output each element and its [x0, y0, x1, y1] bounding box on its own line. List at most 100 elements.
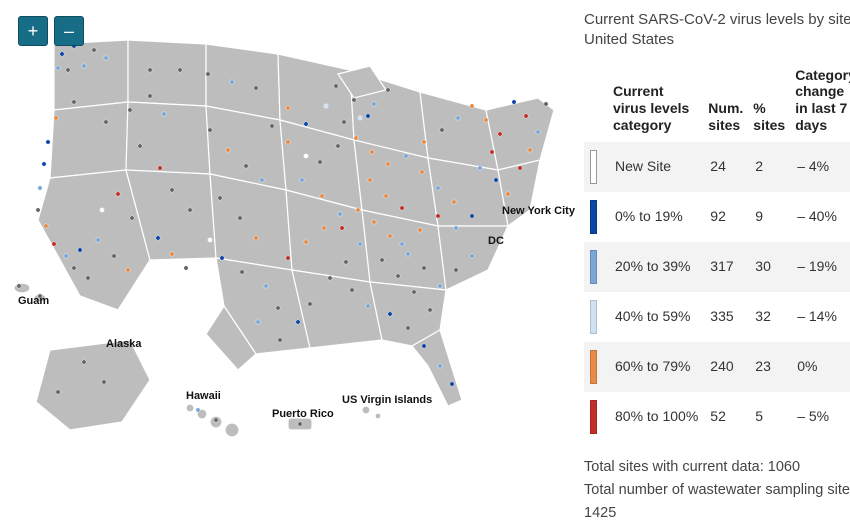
site-dot[interactable] — [286, 140, 290, 144]
site-dot[interactable] — [384, 194, 388, 198]
site-dot[interactable] — [412, 290, 416, 294]
site-dot[interactable] — [116, 192, 120, 196]
site-dot[interactable] — [470, 214, 474, 218]
site-dot[interactable] — [358, 242, 362, 246]
site-dot[interactable] — [484, 118, 488, 122]
site-dot[interactable] — [318, 160, 322, 164]
site-dot[interactable] — [340, 226, 344, 230]
site-dot[interactable] — [158, 166, 162, 170]
site-dot[interactable] — [344, 260, 348, 264]
site-dot[interactable] — [420, 170, 424, 174]
site-dot[interactable] — [400, 242, 404, 246]
site-dot[interactable] — [148, 94, 152, 98]
site-dot[interactable] — [354, 136, 358, 140]
site-dot[interactable] — [42, 162, 46, 166]
site-dot[interactable] — [196, 408, 200, 412]
site-dot[interactable] — [260, 178, 264, 182]
site-dot[interactable] — [304, 154, 308, 158]
site-dot[interactable] — [240, 270, 244, 274]
site-dot[interactable] — [78, 248, 82, 252]
site-dot[interactable] — [52, 242, 56, 246]
site-dot[interactable] — [254, 236, 258, 240]
site-dot[interactable] — [454, 268, 458, 272]
site-dot[interactable] — [320, 194, 324, 198]
site-dot[interactable] — [450, 382, 454, 386]
site-dot[interactable] — [278, 338, 282, 342]
site-dot[interactable] — [338, 212, 342, 216]
site-dot[interactable] — [422, 140, 426, 144]
site-dot[interactable] — [336, 144, 340, 148]
site-dot[interactable] — [512, 100, 516, 104]
site-dot[interactable] — [254, 86, 258, 90]
site-dot[interactable] — [44, 224, 48, 228]
site-dot[interactable] — [270, 124, 274, 128]
site-dot[interactable] — [72, 100, 76, 104]
site-dot[interactable] — [366, 114, 370, 118]
site-dot[interactable] — [206, 72, 210, 76]
site-dot[interactable] — [17, 284, 21, 288]
site-dot[interactable] — [388, 234, 392, 238]
site-dot[interactable] — [102, 380, 106, 384]
site-dot[interactable] — [156, 236, 160, 240]
site-dot[interactable] — [286, 106, 290, 110]
site-dot[interactable] — [112, 254, 116, 258]
site-dot[interactable] — [276, 306, 280, 310]
site-dot[interactable] — [220, 256, 224, 260]
site-dot[interactable] — [92, 48, 96, 52]
site-dot[interactable] — [82, 64, 86, 68]
site-dot[interactable] — [286, 256, 290, 260]
site-dot[interactable] — [86, 276, 90, 280]
site-dot[interactable] — [380, 258, 384, 262]
site-dot[interactable] — [506, 192, 510, 196]
site-dot[interactable] — [438, 364, 442, 368]
site-dot[interactable] — [366, 304, 370, 308]
site-dot[interactable] — [352, 98, 356, 102]
site-dot[interactable] — [396, 274, 400, 278]
site-dot[interactable] — [404, 154, 408, 158]
zoom-in-button[interactable]: + — [18, 16, 48, 46]
site-dot[interactable] — [422, 266, 426, 270]
site-dot[interactable] — [470, 104, 474, 108]
site-dot[interactable] — [372, 102, 376, 106]
site-dot[interactable] — [322, 226, 326, 230]
site-dot[interactable] — [494, 178, 498, 182]
site-dot[interactable] — [358, 116, 362, 120]
site-dot[interactable] — [264, 284, 268, 288]
site-dot[interactable] — [238, 216, 242, 220]
site-dot[interactable] — [72, 266, 76, 270]
site-dot[interactable] — [170, 252, 174, 256]
site-dot[interactable] — [490, 150, 494, 154]
site-dot[interactable] — [334, 84, 338, 88]
site-dot[interactable] — [184, 266, 188, 270]
site-dot[interactable] — [64, 254, 68, 258]
site-dot[interactable] — [56, 390, 60, 394]
site-dot[interactable] — [536, 130, 540, 134]
site-dot[interactable] — [350, 288, 354, 292]
site-dot[interactable] — [36, 208, 40, 212]
site-dot[interactable] — [128, 108, 132, 112]
site-dot[interactable] — [66, 68, 70, 72]
site-dot[interactable] — [56, 66, 60, 70]
site-dot[interactable] — [218, 196, 222, 200]
site-dot[interactable] — [368, 178, 372, 182]
site-dot[interactable] — [296, 320, 300, 324]
site-dot[interactable] — [370, 150, 374, 154]
site-dot[interactable] — [388, 312, 392, 316]
site-dot[interactable] — [544, 102, 548, 106]
site-dot[interactable] — [304, 240, 308, 244]
site-dot[interactable] — [208, 128, 212, 132]
site-dot[interactable] — [454, 226, 458, 230]
site-dot[interactable] — [356, 208, 360, 212]
site-dot[interactable] — [386, 88, 390, 92]
site-dot[interactable] — [440, 128, 444, 132]
site-dot[interactable] — [38, 186, 42, 190]
site-dot[interactable] — [178, 68, 182, 72]
site-dot[interactable] — [438, 284, 442, 288]
site-dot[interactable] — [428, 308, 432, 312]
zoom-out-button[interactable]: – — [54, 16, 84, 46]
site-dot[interactable] — [422, 344, 426, 348]
site-dot[interactable] — [456, 116, 460, 120]
site-dot[interactable] — [498, 132, 502, 136]
site-dot[interactable] — [214, 418, 218, 422]
site-dot[interactable] — [470, 254, 474, 258]
